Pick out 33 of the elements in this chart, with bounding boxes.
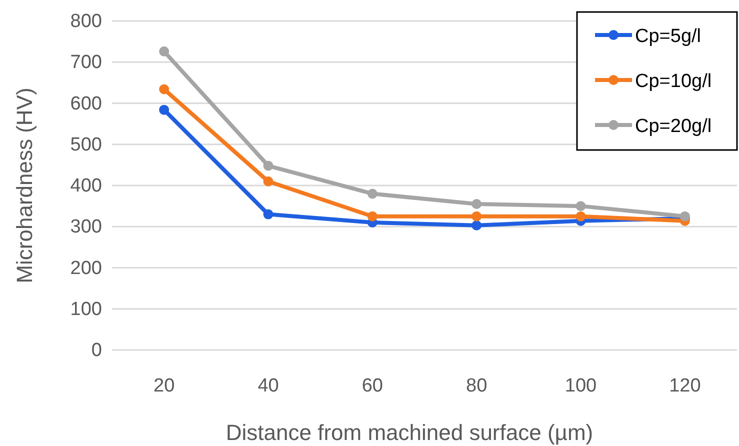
x-tick-label: 120	[669, 375, 701, 396]
y-tick-label: 400	[70, 176, 102, 197]
legend-label: Cp=20g/l	[635, 116, 712, 137]
x-tick-label: 100	[564, 375, 597, 396]
legend-label: Cp=10g/l	[635, 71, 712, 92]
y-tick-label: 200	[70, 258, 102, 279]
point	[263, 209, 274, 220]
point	[159, 46, 170, 56]
x-tick-label: 80	[466, 375, 488, 396]
x-tick-label: 40	[258, 375, 279, 396]
y-tick-label: 100	[70, 298, 102, 320]
point	[472, 220, 482, 230]
point	[472, 199, 482, 210]
y-tick-label: 800	[70, 11, 102, 32]
point	[576, 201, 586, 212]
point	[472, 211, 482, 222]
x-tick-label: 20	[154, 375, 175, 396]
point	[263, 160, 274, 171]
x-tick-label: 60	[362, 375, 383, 396]
point	[576, 211, 586, 222]
point	[263, 176, 274, 186]
y-tick-label: 600	[70, 93, 102, 114]
point	[367, 188, 378, 199]
point	[159, 104, 170, 115]
legend-label: Cp=5g/l	[635, 26, 702, 47]
x-axis-title: Distance from machined surface (µm)	[226, 420, 594, 445]
point	[367, 211, 378, 222]
point	[159, 84, 170, 94]
y-tick-label: 500	[70, 134, 102, 156]
y-tick-label: 700	[70, 52, 102, 74]
y-tick-label: 300	[70, 216, 102, 238]
y-tick-label: 0	[91, 340, 102, 362]
y-axis-title: Microhardness (HV)	[12, 88, 37, 284]
